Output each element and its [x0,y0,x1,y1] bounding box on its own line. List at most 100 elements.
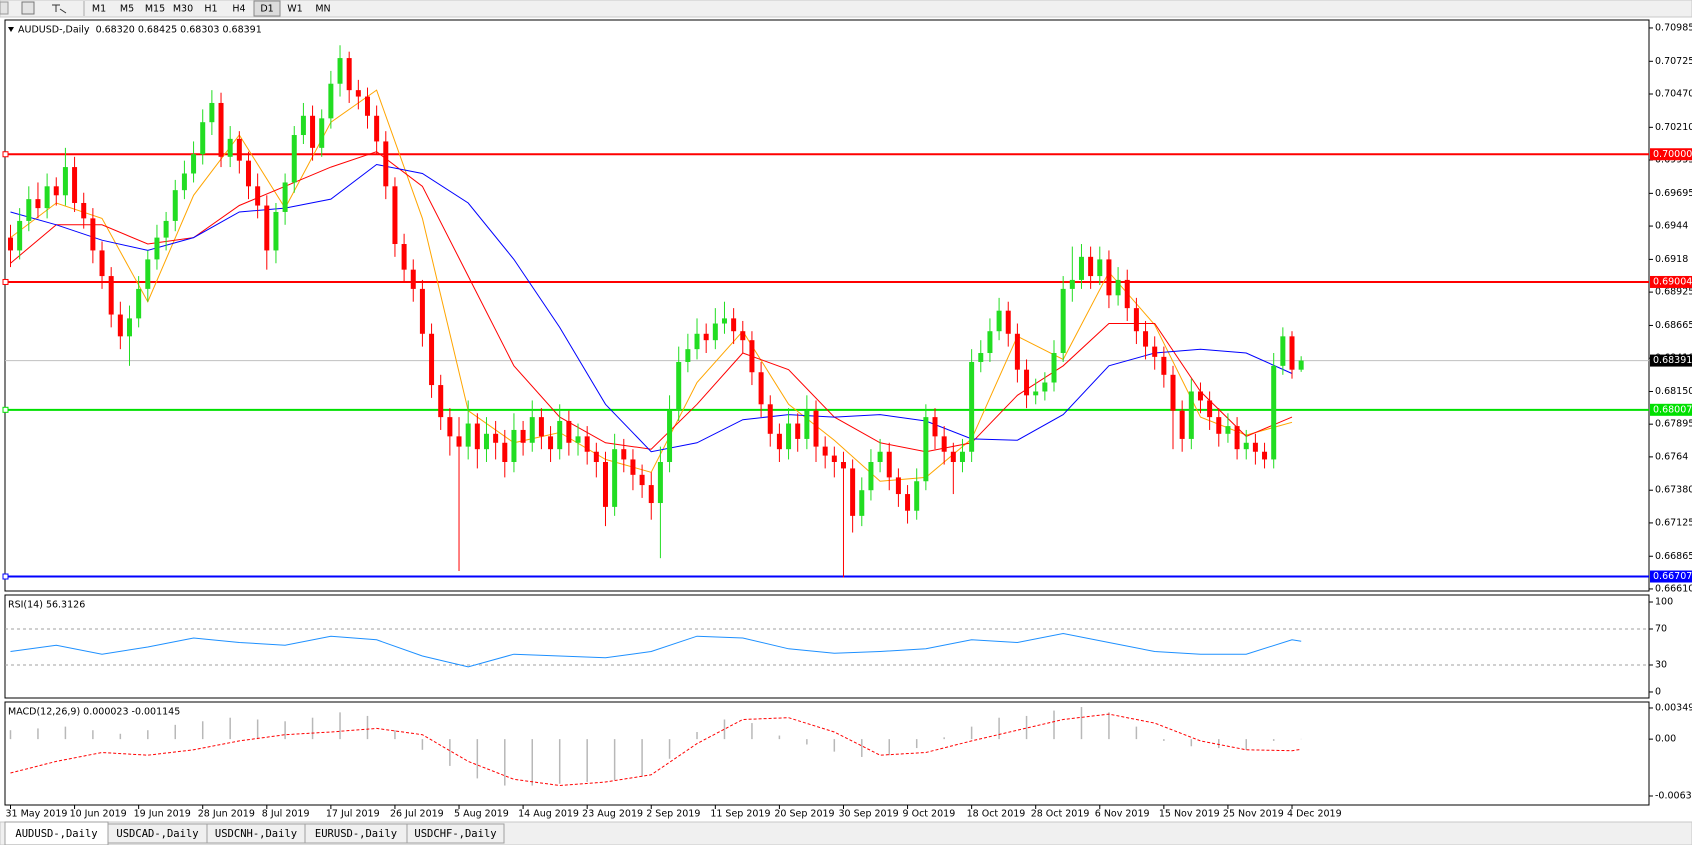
x-tick-label: 15 Nov 2019 [1159,809,1220,820]
candle-body [712,323,718,341]
candle-body [72,167,78,203]
candle-body [44,186,50,209]
timeframe-button[interactable] [282,1,308,16]
timeframe-bar: M1 M5 M15 M30 H1 H4 D1 W1 MN [86,0,336,17]
x-tick-label: 31 May 2019 [5,809,67,820]
timeframe-button[interactable] [253,0,281,17]
candle-body [1170,374,1176,411]
candle-body [81,202,87,219]
indicator-line [10,632,1302,668]
candle-body [145,259,151,289]
timeframe-label: M15 [145,4,165,15]
candle-body [1161,356,1167,375]
x-tick-label: 18 Oct 2019 [967,809,1026,820]
chart-tabs: AUDUSD-,Daily USDCAD-,Daily USDCNH-,Daily E… [4,821,505,845]
panel-frame [4,594,1650,699]
candle-body [575,436,581,443]
candle-body [1069,279,1075,289]
x-tick-label: 20 Sep 2019 [774,809,834,820]
candle-body [566,420,572,443]
candle-body [1124,279,1130,309]
y-tick-label: 0.67125 [1655,517,1692,528]
candle-body [1051,353,1057,383]
x-tick-label: 23 Aug 2019 [582,809,643,820]
candle-body [200,122,206,155]
tool-icon[interactable] [0,1,9,15]
candle-body [895,477,901,495]
candle-body [1088,256,1094,277]
candle-body [126,318,132,337]
objects-tool-icon[interactable] [52,4,67,14]
timeframe-label: M30 [173,4,193,15]
level-anchor [2,151,9,158]
candle-body [364,96,370,116]
timeframe-button[interactable] [198,1,224,16]
x-tick-label: 10 Jun 2019 [70,809,127,820]
candle-body [163,220,169,238]
candle-body [26,199,32,221]
timeframe-button[interactable] [170,1,196,16]
chart-tab[interactable] [406,823,505,844]
candle-body [355,90,361,97]
candle-body [923,417,929,482]
candle-body [996,310,1002,332]
candle-body [1133,308,1139,332]
candle-body [1060,288,1066,354]
candle-body [676,361,682,411]
candle-body [1014,333,1020,370]
level-price-box [1650,403,1692,416]
candle-body [1005,310,1011,334]
y-tick-label: 0.68925 [1655,287,1692,298]
candle-body [932,417,938,437]
candle-body [1225,426,1231,434]
candle-body [529,417,535,443]
timeframe-button[interactable] [226,1,252,16]
candle-body [346,58,352,91]
chart-area: 0.709850.707250.704700.702100.699550.696… [2,19,1692,820]
candle-body [1234,426,1240,450]
timeframe-button[interactable] [86,1,112,16]
y-tick-label: 0.70725 [1655,56,1692,67]
candle-body [548,436,554,450]
candle-body [374,115,380,142]
toolbar [0,0,1692,18]
candle-body [273,211,279,251]
candle-body [300,115,306,136]
candle-body [35,199,41,209]
timeframe-button[interactable] [310,1,336,16]
timeframe-label: D1 [260,4,273,15]
candle-body [90,218,96,251]
y-tick-label: 0.6918 [1655,254,1688,265]
candle-body [493,433,499,443]
candle-body [1216,417,1222,434]
chart-tab-label: USDCHF-,Daily [414,828,496,840]
x-tick-label: 28 Jun 2019 [198,809,255,820]
timeframe-button[interactable] [114,1,140,16]
candle-body [1207,400,1213,418]
candle-body [1152,346,1158,357]
timeframe-label: MN [315,4,330,15]
x-tick-label: 4 Dec 2019 [1287,809,1342,820]
candle-body [447,417,453,437]
timeframe-button[interactable] [142,1,168,16]
x-tick-label: 5 Aug 2019 [454,809,509,820]
candle-body [639,474,645,486]
candle-body [776,433,782,450]
candle-body [538,417,544,437]
candle-body [191,154,197,174]
timeframe-label: H4 [232,4,245,15]
x-tick-label: 14 Aug 2019 [518,809,579,820]
symbol-menu-arrow[interactable] [8,27,14,32]
candle-body [612,449,618,507]
panel-title: MACD(12,26,9) 0.000023 -0.001145 [8,707,180,718]
text-tool-icon[interactable] [21,1,35,15]
level-anchor [2,573,9,580]
candle-body [236,138,242,161]
candle-body [786,423,792,450]
candle-body [419,288,425,334]
y-tick-label: 100 [1655,597,1673,608]
level-price-box [1650,275,1692,288]
candle-body [850,468,856,516]
